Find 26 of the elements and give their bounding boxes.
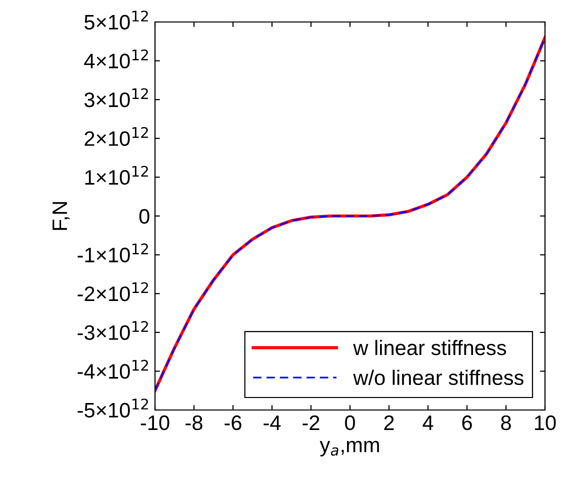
y-tick-label: -4×10$^{12}$ (78, 360, 148, 379)
x-tick-label: 2 (384, 415, 394, 430)
y-tick-label: -2×10$^{12}$ (78, 282, 148, 302)
y-tick-label: 4×10$^{12}$ (84, 49, 148, 68)
x-tick-label: -10 (140, 415, 170, 430)
y-tick-label: -1×10$^{12}$ (78, 243, 148, 262)
y-tick-label: 3×10$^{12}$ (84, 88, 148, 108)
y-tick-label: 0 (139, 209, 150, 224)
y-tick-label: -3×10$^{12}$ (78, 320, 148, 340)
legend-label: w/o linear stiffness (353, 370, 524, 386)
y-tick-label: 1×10$^{12}$ (85, 166, 148, 185)
x-axis-title: y$_{a}$,mm (320, 440, 379, 456)
x-tick-label: -8 (186, 415, 202, 430)
x-tick-label: -6 (224, 415, 242, 430)
x-tick-label: 8 (501, 415, 511, 430)
x-tick-label: 0 (345, 415, 355, 430)
x-tick-label: 6 (462, 415, 472, 430)
x-tick-label: 10 (535, 415, 556, 430)
y-tick-label: 2×10$^{12}$ (84, 126, 148, 146)
y-tick-label: -5×10$^{12}$ (78, 398, 148, 418)
y-tick-label: 5×10$^{12}$ (84, 10, 148, 30)
x-tick-label: -2 (302, 415, 320, 430)
x-tick-label: 4 (422, 416, 434, 430)
x-tick-label: -4 (264, 416, 281, 430)
y-axis-title: F,N (52, 202, 70, 230)
legend-label: w linear stiffness (353, 340, 506, 356)
